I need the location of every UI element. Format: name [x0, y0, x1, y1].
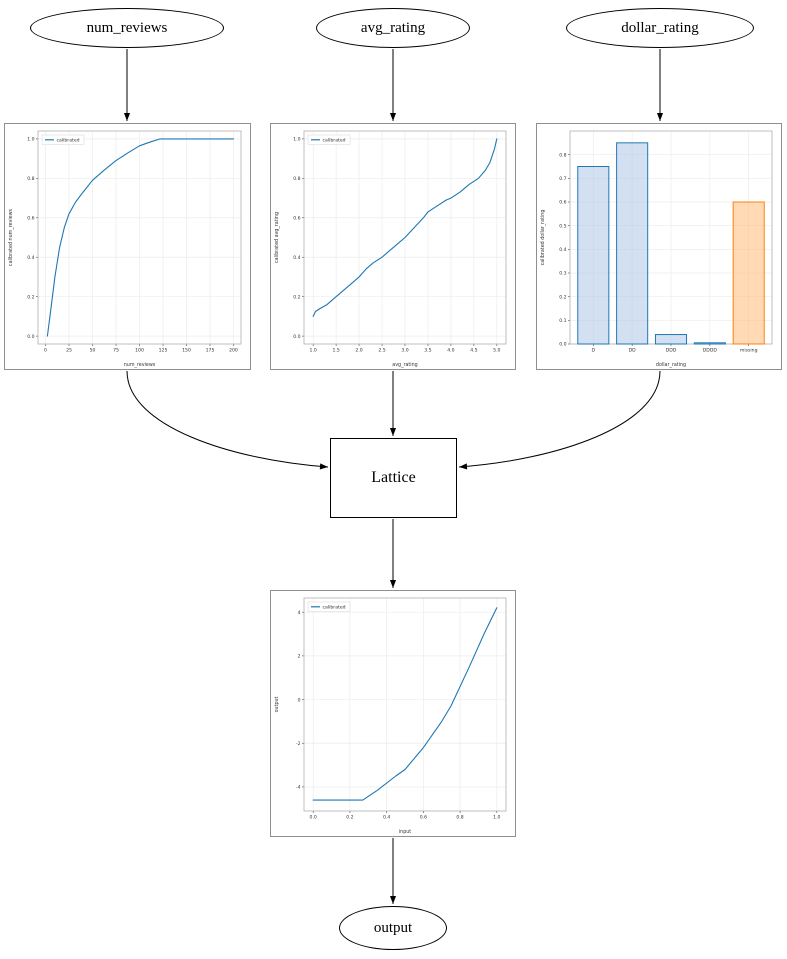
calibrator-plot-num-reviews: 0 25 50 75 100 125 150 175 200 0.0 0.2 0.4 0.6 0.8 1.0… [4, 123, 251, 370]
svg-text:0.8: 0.8 [27, 176, 34, 182]
svg-text:0.5: 0.5 [559, 223, 566, 229]
svg-text:calibrated: calibrated [323, 605, 346, 611]
edge-dollar-rating-calibrator-to-lattice [458, 370, 661, 470]
svg-text:0.4: 0.4 [559, 247, 566, 253]
svg-text:0.8: 0.8 [456, 815, 463, 821]
svg-text:calibrated avg_rating: calibrated avg_rating [274, 212, 280, 263]
svg-text:1.0: 1.0 [27, 137, 34, 143]
svg-text:125: 125 [159, 348, 168, 354]
svg-text:4.5: 4.5 [470, 348, 477, 354]
svg-text:-2: -2 [296, 741, 301, 747]
svg-text:0.0: 0.0 [559, 342, 566, 348]
svg-text:3.0: 3.0 [401, 348, 408, 354]
svg-text:5.0: 5.0 [493, 348, 500, 354]
svg-text:0.6: 0.6 [27, 215, 34, 221]
svg-text:0.8: 0.8 [293, 176, 300, 182]
svg-text:4.0: 4.0 [447, 348, 454, 354]
svg-text:dollar_rating: dollar_rating [656, 362, 686, 368]
svg-text:2: 2 [298, 654, 301, 660]
svg-text:50: 50 [90, 348, 96, 354]
svg-text:-4: -4 [296, 785, 301, 791]
svg-text:input: input [399, 829, 411, 835]
svg-text:100: 100 [135, 348, 144, 354]
svg-text:75: 75 [113, 348, 119, 354]
svg-text:1.0: 1.0 [310, 348, 317, 354]
svg-text:0.4: 0.4 [383, 815, 390, 821]
svg-text:3.5: 3.5 [424, 348, 431, 354]
svg-text:200: 200 [229, 348, 238, 354]
calibrator-plot-dollar-rating: D DD DDD DDDD missing 0.0 0.1 0.2 0.3 0.4 0.5 0.6 0.… [536, 123, 782, 370]
svg-text:0.3: 0.3 [559, 271, 566, 277]
svg-text:0.2: 0.2 [27, 294, 34, 300]
node-lattice: Lattice [330, 438, 457, 518]
svg-text:num_reviews: num_reviews [124, 362, 156, 368]
svg-text:0.2: 0.2 [346, 815, 353, 821]
svg-text:0.0: 0.0 [27, 334, 34, 340]
svg-text:150: 150 [182, 348, 191, 354]
svg-text:avg_rating: avg_rating [392, 362, 417, 368]
svg-text:0.6: 0.6 [420, 815, 427, 821]
node-avg-rating: avg_rating [316, 8, 470, 48]
svg-text:2.0: 2.0 [355, 348, 362, 354]
svg-text:calibrated dollar_rating: calibrated dollar_rating [540, 210, 546, 266]
svg-text:175: 175 [206, 348, 215, 354]
svg-text:D: D [592, 348, 596, 354]
svg-text:25: 25 [66, 348, 72, 354]
svg-text:DDD: DDD [666, 348, 677, 354]
svg-text:4: 4 [298, 610, 301, 616]
svg-text:0.4: 0.4 [293, 255, 300, 261]
node-lattice-label: Lattice [371, 469, 416, 486]
svg-text:0.2: 0.2 [559, 294, 566, 300]
svg-text:0.8: 0.8 [559, 152, 566, 158]
svg-text:0.6: 0.6 [559, 200, 566, 206]
svg-text:missing: missing [740, 348, 758, 354]
svg-text:output: output [274, 696, 280, 712]
node-dollar-rating-label: dollar_rating [621, 19, 699, 36]
svg-text:1.0: 1.0 [493, 815, 500, 821]
edge-num-reviews-calibrator-to-lattice [126, 370, 329, 470]
svg-text:0.6: 0.6 [293, 215, 300, 221]
svg-text:0.1: 0.1 [559, 318, 566, 324]
calibrator-plot-avg-rating: 1.0 1.5 2.0 2.5 3.0 3.5 4.0 4.5 5.0 0.0 0.2 0.4 0.6 0… [270, 123, 516, 370]
output-function-plot: 0.0 0.2 0.4 0.6 0.8 1.0 -4 -2 0 2 4 input output cali… [270, 590, 516, 837]
svg-text:calibrated: calibrated [323, 138, 346, 144]
svg-text:0.0: 0.0 [293, 334, 300, 340]
node-num-reviews: num_reviews [30, 8, 224, 48]
node-output: output [339, 906, 447, 950]
svg-text:0.4: 0.4 [27, 255, 34, 261]
node-dollar-rating: dollar_rating [566, 8, 754, 48]
svg-text:0.7: 0.7 [559, 176, 566, 182]
node-output-label: output [373, 919, 413, 936]
svg-text:DD: DD [629, 348, 637, 354]
svg-text:2.5: 2.5 [378, 348, 385, 354]
svg-text:1.5: 1.5 [332, 348, 339, 354]
node-avg-rating-label: avg_rating [360, 19, 426, 36]
svg-text:DDDD: DDDD [703, 348, 718, 354]
svg-text:calibrated: calibrated [57, 138, 80, 144]
svg-text:calibrated num_reviews: calibrated num_reviews [8, 208, 14, 266]
svg-text:1.0: 1.0 [293, 137, 300, 143]
node-num-reviews-label: num_reviews [86, 19, 168, 36]
svg-text:0.2: 0.2 [293, 294, 300, 300]
svg-text:0: 0 [44, 348, 47, 354]
svg-text:0: 0 [298, 697, 301, 703]
svg-text:0.0: 0.0 [310, 815, 317, 821]
